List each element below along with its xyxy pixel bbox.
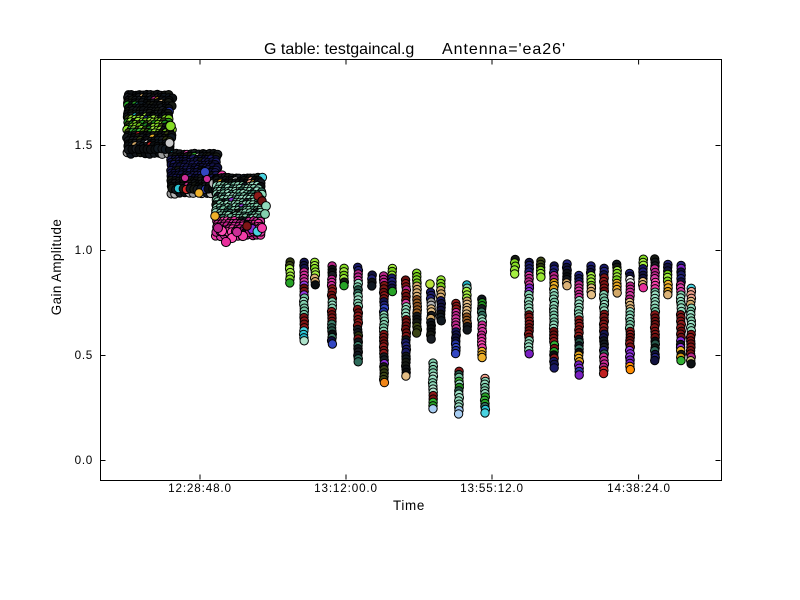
svg-text:1.0: 1.0 xyxy=(75,244,93,257)
svg-text:Antenna='ea26': Antenna='ea26' xyxy=(442,41,566,58)
svg-text:0.5: 0.5 xyxy=(75,349,93,362)
svg-text:12:28:48.0: 12:28:48.0 xyxy=(168,482,232,495)
svg-text:Gain Amplitude: Gain Amplitude xyxy=(49,219,64,315)
svg-text:14:38:24.0: 14:38:24.0 xyxy=(607,482,671,495)
svg-text:0.0: 0.0 xyxy=(75,454,93,467)
svg-text:13:55:12.0: 13:55:12.0 xyxy=(460,482,524,495)
svg-text:1.5: 1.5 xyxy=(75,139,93,152)
svg-text:Time: Time xyxy=(393,498,425,513)
svg-text:13:12:00.0: 13:12:00.0 xyxy=(314,482,378,495)
svg-text:G table: testgaincal.g: G table: testgaincal.g xyxy=(264,41,414,58)
